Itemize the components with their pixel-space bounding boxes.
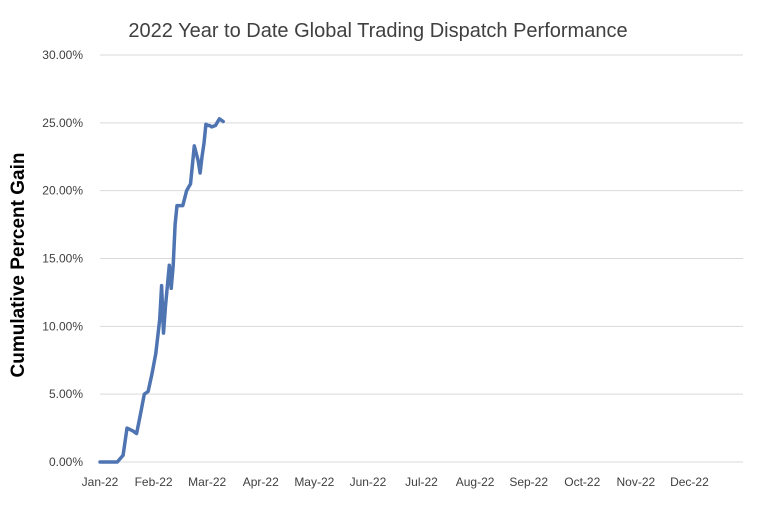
series-line-0 [98,117,225,464]
y-tick-label: 25.00% [42,116,83,130]
x-tick-label: Aug-22 [456,475,495,489]
x-tick-label: Jan-22 [82,475,119,489]
x-tick-label: Oct-22 [564,475,600,489]
series-group [98,117,225,464]
chart-title: 2022 Year to Date Global Trading Dispatc… [128,20,627,42]
gridlines [100,54,743,463]
x-tick-labels: Jan-22 Feb-22 Mar-22 Apr-22 May-22 Jun-22 Jul-… [82,475,709,489]
y-tick-labels: 0.00% 5.00% 10.00% 15.00% 20.00% 25.00% 30.00% [42,48,83,469]
x-tick-label: Nov-22 [616,475,655,489]
x-tick-label: May-22 [294,475,334,489]
y-axis-label: Cumulative Percent Gain [8,153,29,378]
x-tick-label: Feb-22 [135,475,173,489]
y-tick-label: 10.00% [42,319,83,333]
x-tick-label: Mar-22 [188,475,226,489]
x-tick-label: Apr-22 [243,475,279,489]
y-tick-label: 15.00% [42,252,83,266]
x-tick-label: Sep-22 [509,475,548,489]
x-tick-label: Jun-22 [350,475,387,489]
x-tick-label: Jul-22 [405,475,438,489]
y-tick-label: 0.00% [49,455,83,469]
y-tick-label: 20.00% [42,184,83,198]
y-tick-label: 5.00% [49,387,83,401]
y-tick-label: 30.00% [42,48,83,62]
x-tick-label: Dec-22 [670,475,709,489]
